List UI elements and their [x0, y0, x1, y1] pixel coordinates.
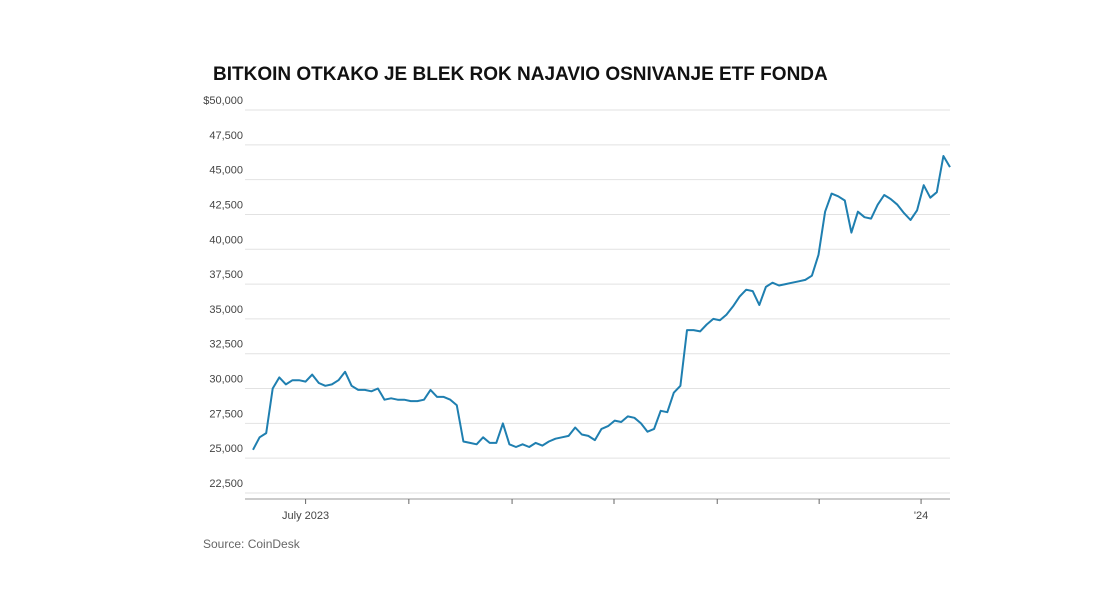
- source: Source: CoinDesk: [203, 537, 301, 551]
- y-tick-label: 25,000: [209, 443, 243, 455]
- y-tick-label: 37,500: [209, 269, 243, 281]
- chart-title: BITKOIN OTKAKO JE BLEK ROK NAJAVIO OSNIV…: [213, 64, 828, 85]
- price-line: [252, 155, 951, 451]
- y-tick-label: 47,500: [209, 130, 243, 142]
- y-tick-label: 42,500: [209, 199, 243, 211]
- y-tick-label: 30,000: [209, 374, 243, 386]
- y-tick-label: 35,000: [209, 304, 243, 316]
- y-tick-label: 40,000: [209, 234, 243, 246]
- y-tick-label: $50,000: [203, 95, 243, 107]
- x-tick-label: July 2023: [282, 510, 329, 522]
- y-tick-label: 22,500: [209, 478, 243, 490]
- y-tick-label: 32,500: [209, 339, 243, 351]
- y-tick-label: 45,000: [209, 165, 243, 177]
- y-tick-label: 27,500: [209, 408, 243, 420]
- x-tick-label: '24: [914, 510, 928, 522]
